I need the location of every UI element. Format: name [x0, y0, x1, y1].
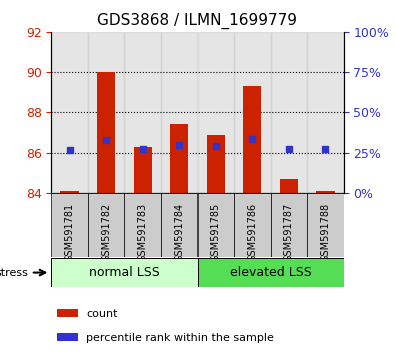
Bar [198, 193, 234, 257]
Bar [271, 32, 307, 193]
Bar [207, 135, 225, 193]
Bar [124, 193, 161, 257]
Text: stress: stress [0, 268, 28, 278]
Text: GSM591787: GSM591787 [284, 202, 294, 262]
Bar [51, 258, 198, 287]
Bar [60, 191, 79, 193]
Bar [307, 32, 344, 193]
Text: GSM591782: GSM591782 [101, 202, 111, 262]
Bar [198, 32, 234, 193]
Bar [280, 179, 298, 193]
Text: percentile rank within the sample: percentile rank within the sample [87, 333, 274, 343]
Bar [307, 193, 344, 257]
Text: GSM591786: GSM591786 [247, 202, 257, 262]
Bar [271, 193, 307, 257]
Text: GSM591785: GSM591785 [211, 202, 221, 262]
Bar [234, 193, 271, 257]
Bar [51, 193, 88, 257]
Text: GSM591783: GSM591783 [138, 202, 148, 262]
Text: GSM591788: GSM591788 [320, 202, 330, 262]
Bar [316, 191, 335, 193]
Bar [243, 86, 261, 193]
Bar [97, 72, 115, 193]
Bar [124, 32, 161, 193]
Bar [57, 333, 78, 341]
Bar [88, 32, 124, 193]
Text: count: count [87, 309, 118, 319]
Bar [161, 193, 198, 257]
Text: elevated LSS: elevated LSS [230, 266, 311, 279]
Bar [88, 193, 124, 257]
Bar [234, 32, 271, 193]
Text: GSM591781: GSM591781 [65, 202, 75, 262]
Bar [57, 309, 78, 317]
Text: normal LSS: normal LSS [89, 266, 160, 279]
Bar [198, 258, 344, 287]
Bar [51, 32, 88, 193]
Bar [134, 147, 152, 193]
Title: GDS3868 / ILMN_1699779: GDS3868 / ILMN_1699779 [98, 13, 297, 29]
Bar [161, 32, 198, 193]
Bar [170, 125, 188, 193]
Text: GSM591784: GSM591784 [174, 202, 184, 262]
